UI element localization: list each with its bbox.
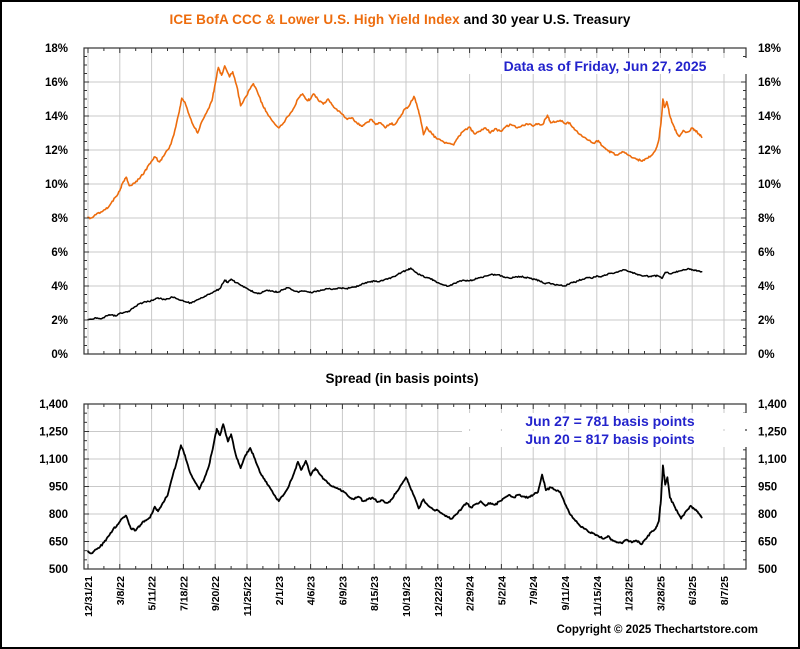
top-y-label-left: 14% [45, 111, 68, 123]
x-axis-date-label: 9/20/22 [210, 576, 222, 611]
x-axis-date-label: 6/9/23 [337, 576, 349, 605]
bottom-panel: 500 500 650 650 800 800 950 950 1,100 1,100 1,250 1… [39, 399, 787, 617]
top-y-label-right: 14% [758, 111, 781, 123]
top-y-label-left: 16% [45, 77, 68, 89]
x-axis-date-label: 12/31/21 [83, 576, 95, 617]
top-y-label-right: 0% [758, 349, 775, 361]
bottom-y-label-right: 1,400 [758, 399, 787, 411]
top-y-label-left: 0% [51, 349, 68, 361]
bottom-y-label-left: 500 [49, 564, 68, 576]
bottom-y-label-right: 1,250 [758, 427, 787, 439]
top-series-0-line [87, 65, 703, 220]
x-axis-date-label: 4/6/23 [306, 576, 318, 605]
x-axis-date-label: 9/11/24 [560, 576, 572, 611]
bottom-y-label-right: 650 [758, 537, 777, 549]
x-axis-date-label: 10/19/23 [401, 576, 413, 617]
title-highlight: ICE BofA CCC & Lower U.S. High Yield Ind… [169, 12, 460, 27]
spread-panel-title: Spread (in basis points) [252, 371, 552, 386]
x-axis-date-label: 11/15/24 [592, 576, 604, 616]
x-axis-date-label: 7/18/22 [178, 576, 190, 611]
top-y-label-right: 2% [758, 315, 775, 327]
bottom-y-label-right: 500 [758, 564, 777, 576]
top-y-label-right: 4% [758, 281, 775, 293]
x-axis-date-label: 5/11/22 [147, 576, 159, 611]
x-axis-date-label: 11/25/22 [242, 576, 254, 616]
top-y-label-right: 10% [758, 179, 781, 191]
top-y-label-left: 10% [45, 179, 68, 191]
page-title: ICE BofA CCC & Lower U.S. High Yield Ind… [2, 12, 798, 27]
bottom-y-label-left: 800 [49, 509, 68, 521]
bottom-y-label-left: 1,100 [39, 454, 68, 466]
x-axis-date-label: 8/15/23 [369, 576, 381, 611]
top-y-label-left: 12% [45, 145, 68, 157]
bottom-y-label-left: 650 [49, 537, 68, 549]
x-axis-date-label: 1/23/25 [624, 576, 636, 611]
x-axis-date-label: 7/9/24 [528, 576, 540, 605]
top-y-label-left: 2% [51, 315, 68, 327]
x-axis-date-label: 2/1/23 [274, 576, 286, 605]
bottom-y-label-left: 1,250 [39, 427, 68, 439]
bottom-y-label-right: 1,100 [758, 454, 787, 466]
spread-jun27-annotation: Jun 27 = 781 basis points [462, 413, 758, 429]
bottom-series-0-line [87, 423, 703, 555]
copyright-notice: Copyright © 2025 Thechartstore.com [556, 624, 758, 636]
top-y-label-right: 8% [758, 213, 775, 225]
bottom-y-label-left: 950 [49, 482, 68, 494]
bottom-y-label-right: 950 [758, 482, 777, 494]
top-y-label-left: 4% [51, 281, 68, 293]
x-axis-date-label: 3/8/22 [115, 576, 127, 605]
top-y-label-right: 12% [758, 145, 781, 157]
top-y-label-right: 16% [758, 77, 781, 89]
top-series-1-line [87, 267, 703, 321]
x-axis-date-label: 12/22/23 [433, 576, 445, 617]
bottom-y-label-left: 1,400 [39, 399, 68, 411]
x-axis-date-label: 6/3/25 [687, 576, 699, 605]
title-rest: and 30 year U.S. Treasury [459, 12, 631, 27]
x-axis-date-label: 5/2/24 [496, 576, 508, 605]
top-y-label-left: 8% [51, 213, 68, 225]
data-as-of-annotation: Data as of Friday, Jun 27, 2025 [457, 58, 753, 74]
top-panel: 0% 0% 2% 2% 4% 4% 6% 6% 8% 8% 10% 10% 12% 12% 14% 14% 16… [45, 43, 781, 361]
x-axis-date-label: 2/29/24 [465, 576, 477, 611]
x-axis-date-label: 8/7/25 [719, 576, 731, 605]
x-axis-date-label: 3/28/25 [655, 576, 667, 611]
bottom-y-label-right: 800 [758, 509, 777, 521]
spread-jun20-annotation: Jun 20 = 817 basis points [462, 431, 758, 447]
top-y-label-right: 6% [758, 247, 775, 259]
top-y-label-right: 18% [758, 43, 781, 55]
top-y-label-left: 6% [51, 247, 68, 259]
top-y-label-left: 18% [45, 43, 68, 55]
